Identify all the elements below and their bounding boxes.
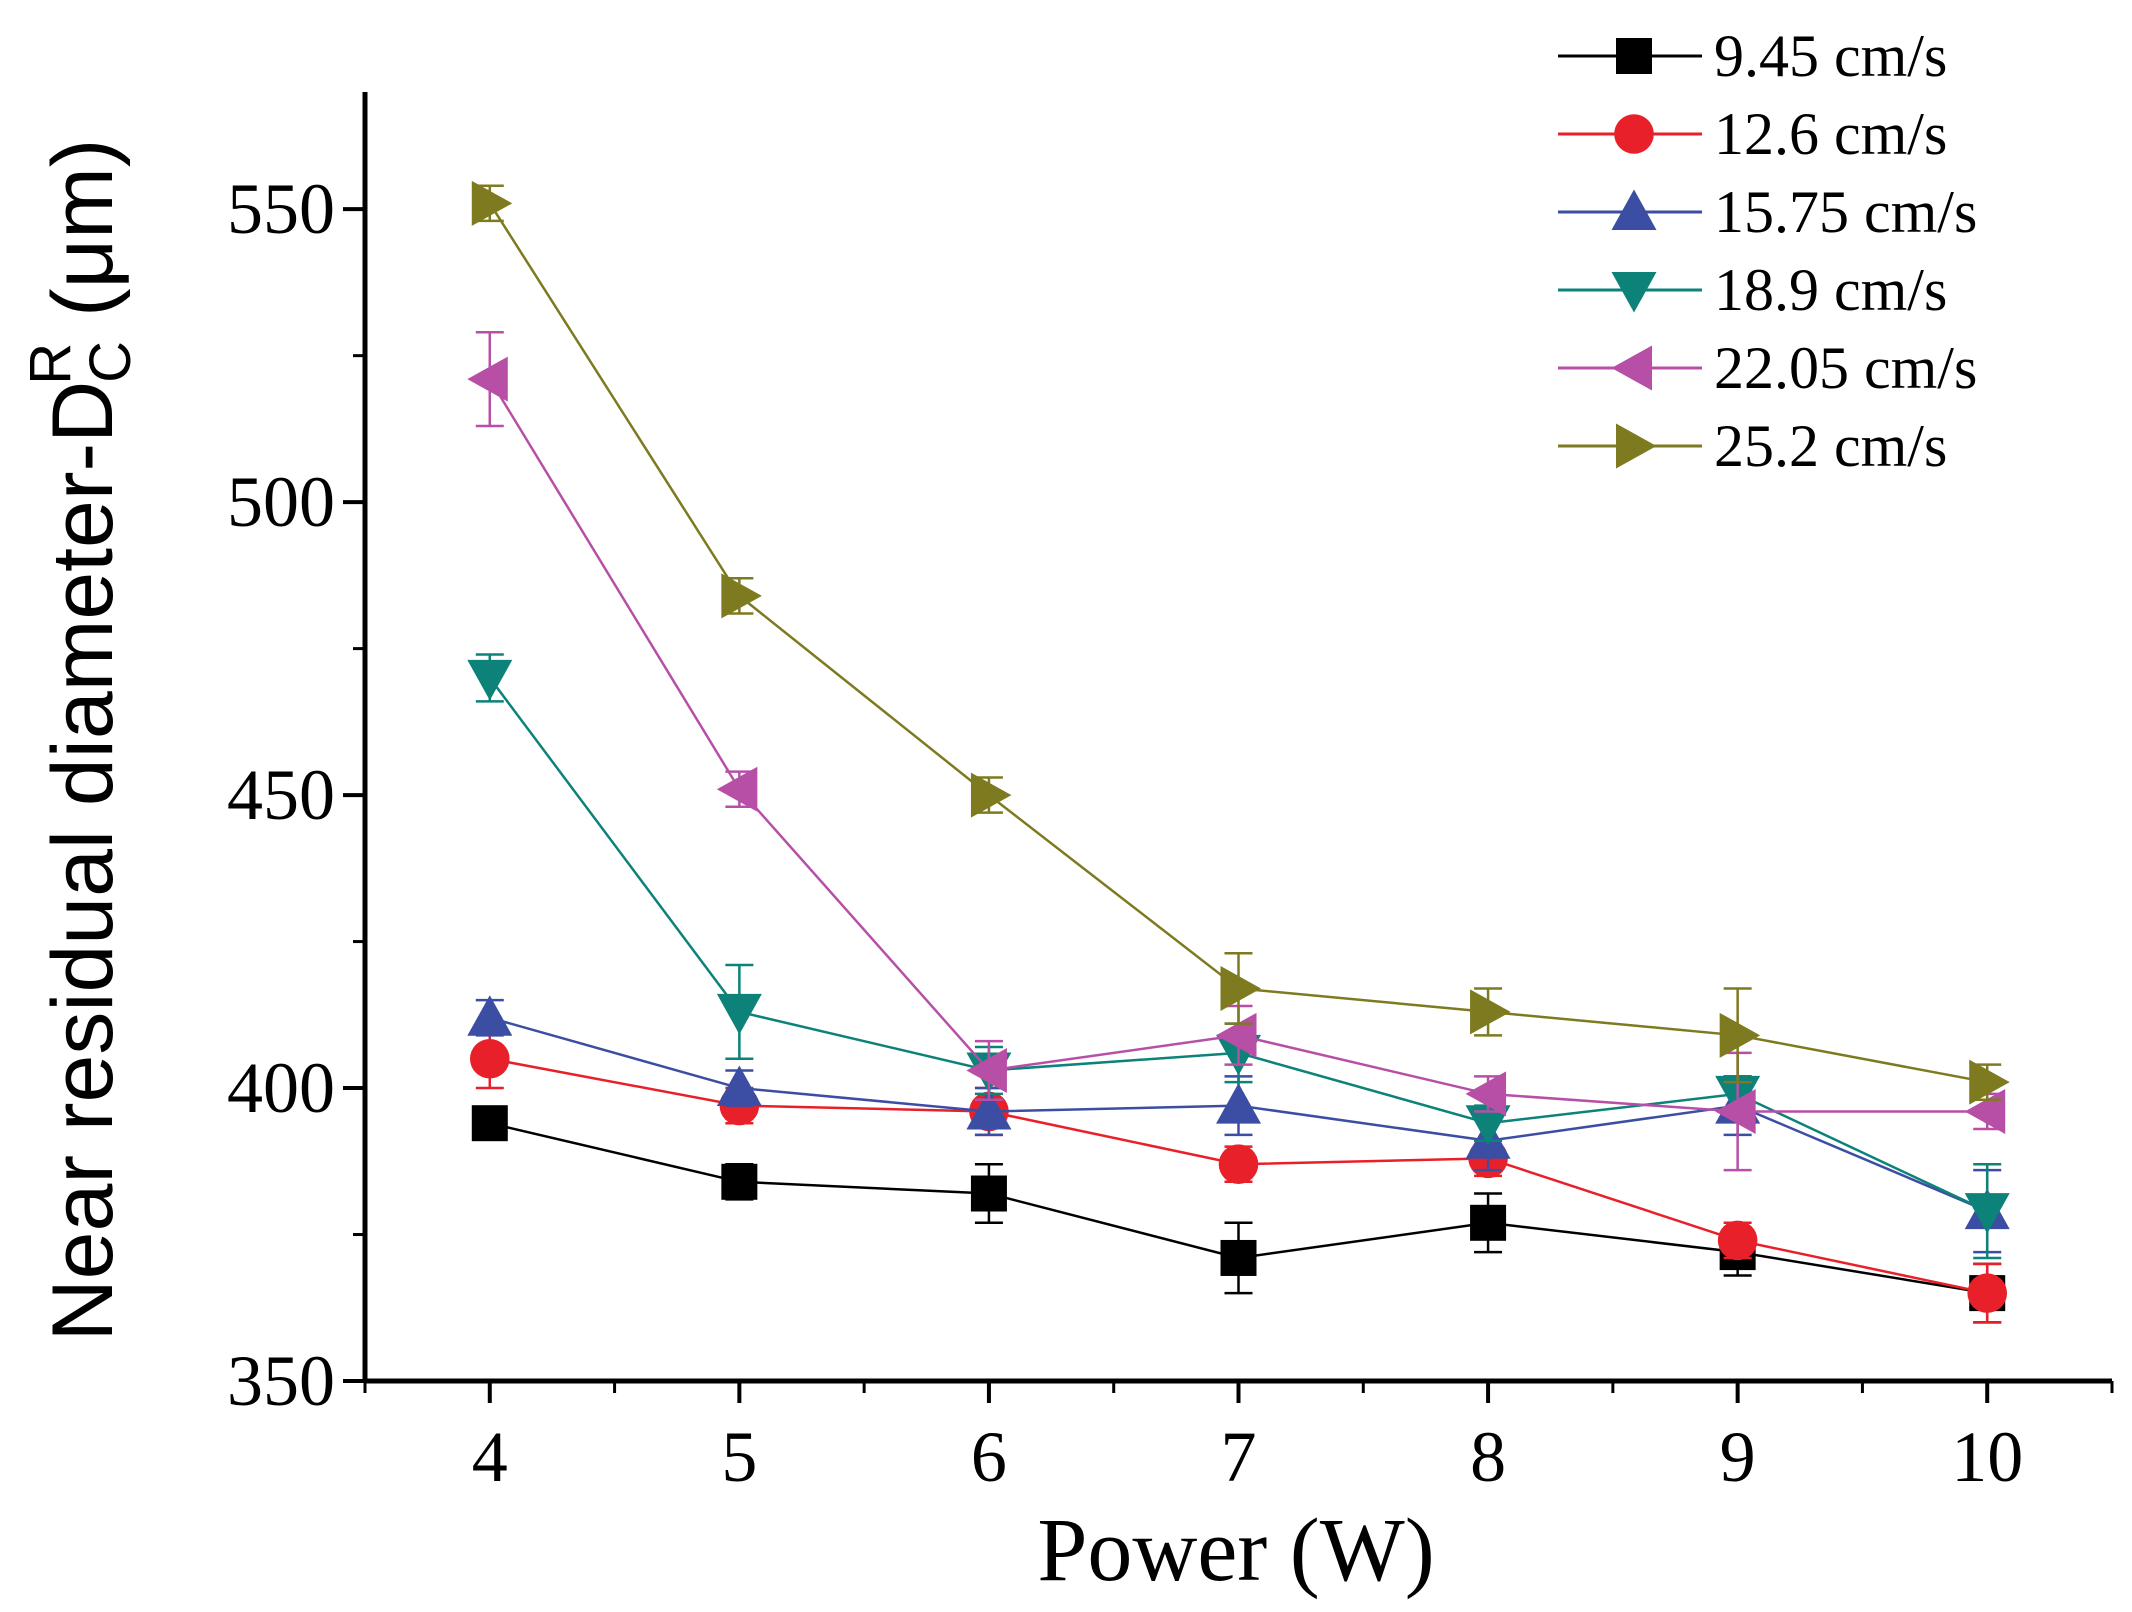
legend-item: 18.9 cm/s bbox=[1558, 257, 1947, 323]
legend-item: 15.75 cm/s bbox=[1558, 179, 1977, 245]
legend-label: 15.75 cm/s bbox=[1714, 179, 1977, 245]
y-tick-label: 400 bbox=[227, 1048, 335, 1128]
y-axis-title: Near residual diameter-DRC (μm) bbox=[18, 139, 143, 1342]
x-tick-label: 10 bbox=[1951, 1417, 2023, 1497]
y-tick-label: 350 bbox=[227, 1341, 335, 1421]
y-axis-title-main: Near residual diameter-D bbox=[35, 381, 131, 1342]
legend-item: 22.05 cm/s bbox=[1558, 335, 1977, 401]
data-point bbox=[717, 994, 762, 1035]
data-point bbox=[467, 995, 512, 1035]
y-tick-label: 550 bbox=[227, 169, 335, 249]
data-point bbox=[1718, 1221, 1758, 1261]
x-tick-label: 8 bbox=[1470, 1417, 1506, 1497]
data-point bbox=[717, 1066, 762, 1107]
data-point bbox=[1720, 1013, 1761, 1058]
data-point bbox=[1470, 1205, 1506, 1241]
legend-label: 22.05 cm/s bbox=[1714, 335, 1977, 401]
legend-marker bbox=[1612, 272, 1657, 313]
data-point bbox=[472, 1105, 508, 1141]
data-point bbox=[1967, 1273, 2007, 1313]
data-point bbox=[971, 773, 1012, 818]
chart: 4 5 6 7 8 9 10 350 400 450 500 550 9.45 cm/s 12.6 cm… bbox=[0, 0, 2132, 1612]
y-tick-label: 450 bbox=[227, 755, 335, 835]
data-point bbox=[721, 1164, 757, 1200]
data-point bbox=[1216, 1083, 1261, 1124]
x-tick-label: 4 bbox=[472, 1417, 508, 1497]
legend-marker bbox=[1612, 190, 1657, 231]
y-axis-title-unit: (μm) bbox=[35, 139, 131, 341]
x-tick-label: 5 bbox=[721, 1417, 757, 1497]
data-point bbox=[1470, 989, 1511, 1034]
x-tick-label: 6 bbox=[971, 1417, 1007, 1497]
data-point bbox=[1221, 1240, 1257, 1276]
legend-label: 18.9 cm/s bbox=[1714, 257, 1947, 323]
data-point bbox=[971, 1176, 1007, 1212]
legend-marker bbox=[1612, 346, 1653, 391]
x-tick-label: 7 bbox=[1221, 1417, 1257, 1497]
x-tick-label: 9 bbox=[1720, 1417, 1756, 1497]
series-0 bbox=[472, 1105, 2005, 1322]
data-point bbox=[721, 573, 762, 618]
data-point bbox=[467, 357, 508, 402]
legend-marker bbox=[1616, 424, 1657, 469]
y-tick-label: 500 bbox=[227, 462, 335, 542]
y-axis-title-sub: C bbox=[78, 341, 143, 383]
legend-label: 25.2 cm/s bbox=[1714, 413, 1947, 479]
legend-item: 25.2 cm/s bbox=[1558, 413, 1947, 479]
legend: 9.45 cm/s 12.6 cm/s 15.75 cm/s 18.9 cm/s 22.… bbox=[1558, 23, 1977, 479]
x-axis-title: Power (W) bbox=[1037, 1501, 1434, 1600]
legend-label: 9.45 cm/s bbox=[1714, 23, 1947, 89]
legend-marker bbox=[1616, 38, 1652, 74]
data-point bbox=[470, 1039, 510, 1079]
legend-item: 12.6 cm/s bbox=[1558, 101, 1947, 167]
legend-item: 9.45 cm/s bbox=[1558, 23, 1947, 89]
data-point bbox=[472, 181, 513, 226]
data-point bbox=[1219, 1144, 1259, 1184]
data-point bbox=[467, 660, 512, 701]
legend-label: 12.6 cm/s bbox=[1714, 101, 1947, 167]
y-axis-title-sup: R bbox=[18, 343, 83, 385]
data-point bbox=[1221, 966, 1262, 1011]
data-point bbox=[717, 767, 758, 812]
legend-marker bbox=[1614, 114, 1654, 154]
